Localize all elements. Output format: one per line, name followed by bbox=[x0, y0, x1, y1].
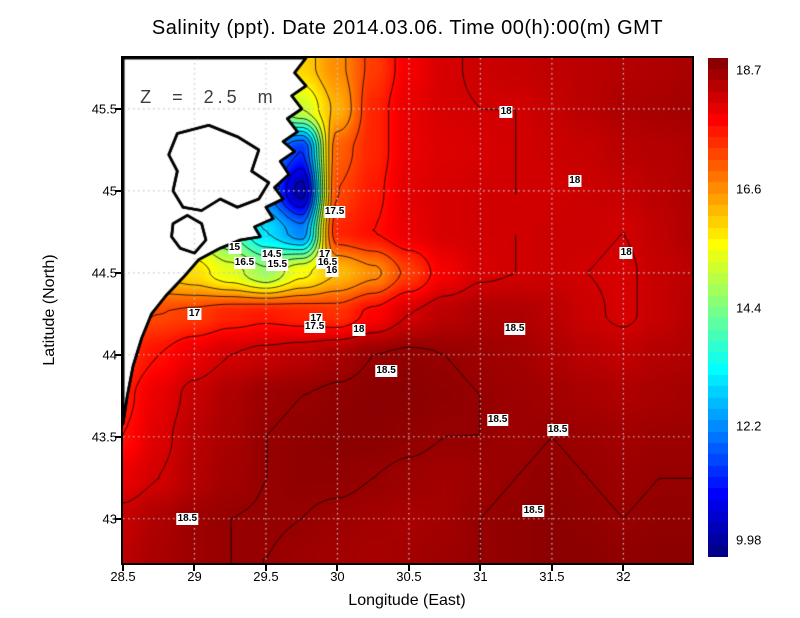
y-tick-mark bbox=[115, 107, 121, 110]
map-plot-area: 17.5 15 14.5 16.5 15.5 17 16.5 16 17 17.5 18 17 18 18… bbox=[121, 56, 694, 565]
contour-label: 18 bbox=[499, 106, 513, 119]
depth-annotation: Z = 2.5 m bbox=[140, 87, 277, 108]
chart-title: Salinity (ppt). Date 2014.03.06. Time 00… bbox=[151, 17, 664, 39]
y-tick-label: 44 bbox=[102, 347, 117, 363]
x-tick-mark bbox=[479, 565, 482, 571]
contour-label: 18.5 bbox=[375, 365, 397, 378]
y-tick-label: 45.5 bbox=[91, 101, 117, 117]
contour-label: 15.5 bbox=[266, 258, 289, 271]
contour-label: 18.5 bbox=[522, 504, 545, 517]
x-tick-label: 31 bbox=[473, 569, 488, 584]
contour-label: 18.5 bbox=[546, 424, 569, 437]
colorbar bbox=[708, 58, 728, 557]
y-tick-label: 43.5 bbox=[91, 429, 117, 445]
y-tick-label: 44.5 bbox=[91, 265, 117, 281]
x-tick-mark bbox=[193, 565, 196, 571]
x-tick-label: 32 bbox=[616, 569, 631, 584]
colorbar-tick-label: 14.4 bbox=[736, 300, 762, 315]
y-tick-mark bbox=[115, 517, 121, 520]
contour-label: 16 bbox=[325, 265, 339, 278]
y-tick-label: 43 bbox=[102, 511, 117, 527]
y-tick-mark bbox=[115, 435, 121, 438]
x-tick-mark bbox=[407, 565, 410, 571]
x-tick-label: 28.5 bbox=[110, 569, 136, 584]
x-tick-mark bbox=[122, 565, 124, 571]
salinity-field-canvas bbox=[123, 58, 692, 563]
x-tick-label: 29 bbox=[187, 569, 202, 584]
x-tick-label: 29.5 bbox=[253, 569, 279, 584]
contour-label: 17 bbox=[187, 307, 202, 320]
contour-label: 15 bbox=[227, 242, 242, 255]
x-tick-mark bbox=[336, 565, 339, 571]
contour-label: 18.5 bbox=[503, 322, 526, 335]
contour-label: 17.5 bbox=[323, 206, 346, 219]
contour-label: 16.5 bbox=[233, 256, 256, 269]
x-axis-label: Longitude (East) bbox=[348, 592, 466, 609]
y-tick-mark bbox=[115, 353, 121, 356]
contour-label: 18 bbox=[352, 324, 366, 337]
colorbar-tick-label: 12.2 bbox=[736, 418, 762, 434]
colorbar-tick-label: 18.7 bbox=[736, 62, 762, 78]
colorbar-tick-label: 16.6 bbox=[736, 181, 762, 197]
contour-label: 14.5 bbox=[260, 248, 283, 261]
contour-label: 18.5 bbox=[486, 414, 509, 427]
x-tick-mark bbox=[622, 565, 625, 571]
contour-label-layer: 17.5 15 14.5 16.5 15.5 17 16.5 16 17 17.5 18 17 18 18… bbox=[123, 58, 692, 563]
colorbar-tick-label: 9.98 bbox=[736, 532, 762, 548]
x-tick-label: 30 bbox=[330, 569, 345, 584]
y-tick-mark bbox=[115, 189, 121, 192]
x-tick-label: 31.5 bbox=[539, 569, 565, 584]
x-tick-mark bbox=[264, 565, 267, 571]
y-tick-label: 45 bbox=[102, 183, 117, 199]
y-tick-mark bbox=[115, 271, 121, 274]
contour-label: 17.5 bbox=[303, 320, 326, 333]
contour-label: 18 bbox=[568, 174, 582, 187]
x-tick-mark bbox=[550, 565, 553, 571]
x-tick-label: 30.5 bbox=[396, 569, 422, 584]
y-axis-label: Latitude (North) bbox=[41, 254, 58, 366]
contour-label: 18 bbox=[619, 247, 633, 260]
contour-label: 18.5 bbox=[176, 512, 199, 525]
